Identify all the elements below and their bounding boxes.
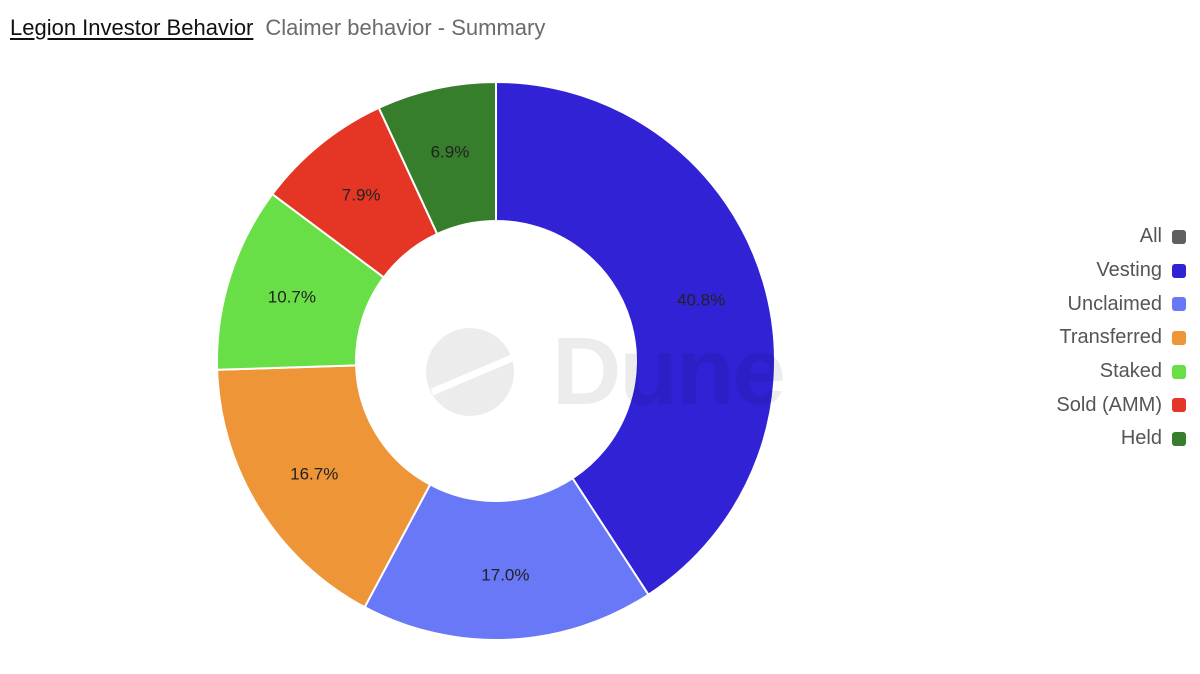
legend-swatch [1172,263,1186,278]
legend-swatch [1172,297,1186,312]
legend-swatch [1172,330,1186,345]
legend-label: Vesting [1096,259,1162,282]
legend-item[interactable]: Transferred [1056,321,1186,355]
legend-item[interactable]: All [1056,220,1186,254]
donut-slice-unclaimed[interactable] [363,476,650,641]
chart-legend: All Vesting Unclaimed Transferred Staked Sold… [1056,220,1186,456]
legend-swatch [1172,431,1186,446]
chart-subtitle: Claimer behavior - Summary [265,15,546,40]
dashboard-title-link[interactable]: Legion Investor Behavior [10,15,254,40]
slice-value-label: 6.9% [431,143,470,162]
legend-swatch [1172,364,1186,379]
legend-label: Unclaimed [1067,292,1162,315]
legend-item[interactable]: Vesting [1056,254,1186,288]
legend-label: Sold (AMM) [1056,393,1162,416]
slice-value-label: 17.0% [481,565,529,584]
donut-slice-transferred[interactable] [216,364,432,609]
legend-label: Held [1120,427,1162,450]
legend-item[interactable]: Held [1056,422,1186,456]
slice-value-label: 40.8% [677,291,725,310]
legend-label: All [1139,225,1162,248]
legend-item[interactable]: Unclaimed [1056,287,1186,321]
chart-header: Legion Investor Behavior Claimer behavior… [10,13,545,43]
legend-label: Staked [1099,360,1162,383]
donut-slice-held[interactable] [377,80,497,236]
donut-slice-vesting[interactable] [495,80,776,597]
legend-swatch [1172,229,1186,244]
slice-value-label: 16.7% [290,464,338,483]
legend-label: Transferred [1059,326,1162,349]
slice-value-label: 7.9% [342,185,381,204]
slice-value-label: 10.7% [268,287,316,306]
legend-swatch [1172,398,1186,413]
legend-item[interactable]: Sold (AMM) [1056,388,1186,422]
legend-item[interactable]: Staked [1056,355,1186,389]
